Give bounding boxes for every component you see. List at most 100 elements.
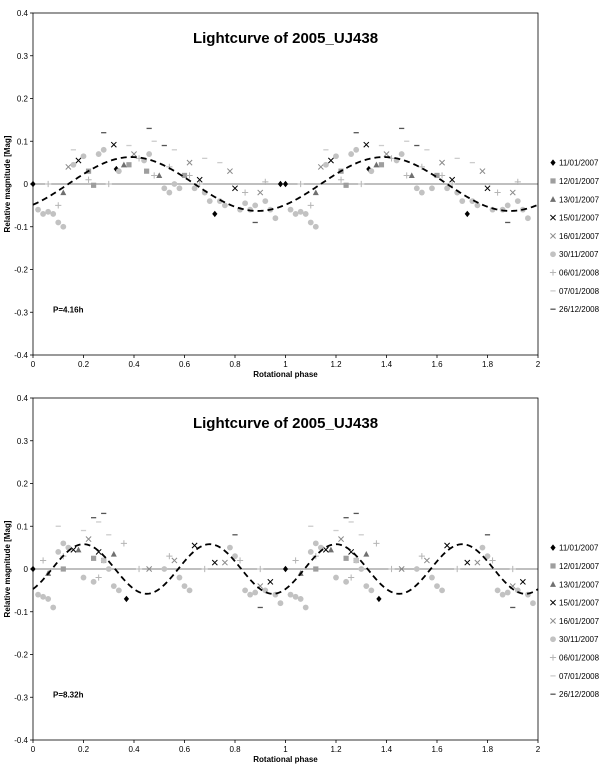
- data-point: [201, 565, 208, 573]
- legend-marker: [550, 214, 556, 221]
- x-tick-label: 1.4: [381, 360, 393, 369]
- data-point: [439, 587, 445, 594]
- data-point: [247, 591, 254, 598]
- data-point: [499, 591, 506, 598]
- data-point: [333, 574, 339, 581]
- data-point: [146, 151, 153, 157]
- data-point: [45, 180, 52, 188]
- data-point: [115, 587, 122, 594]
- period-annotation: P=4.16h: [53, 305, 84, 314]
- y-tick-label: 0.1: [17, 137, 29, 146]
- y-axis-label: Relative magnitude [Mag]: [3, 520, 12, 617]
- x-tick-label: 0.6: [179, 745, 191, 754]
- x-tick-label: 0.6: [179, 360, 191, 369]
- data-point: [429, 185, 435, 192]
- data-point: [236, 557, 244, 564]
- data-point: [221, 559, 228, 566]
- series-30-11-2007: [35, 146, 531, 230]
- series-16-01-2007: [65, 151, 516, 196]
- legend-label: 13/01/2007: [559, 195, 600, 204]
- data-point: [45, 596, 52, 602]
- legend-entry: 30/11/2007: [550, 635, 599, 644]
- legend-label: 06/01/2008: [559, 654, 600, 663]
- series-07-01-2008: [70, 140, 475, 164]
- data-point: [186, 587, 193, 594]
- data-point: [504, 589, 511, 596]
- data-point: [206, 198, 213, 205]
- data-point: [413, 185, 420, 192]
- data-point: [363, 550, 370, 557]
- data-point: [287, 591, 294, 598]
- legend-entry: 15/01/2007: [550, 599, 600, 608]
- data-point: [464, 210, 470, 218]
- data-point: [282, 565, 289, 573]
- x-tick-label: 0.8: [229, 745, 241, 754]
- x-tick-label: 1.6: [431, 745, 443, 754]
- data-point: [181, 583, 188, 589]
- data-point: [444, 542, 451, 549]
- data-point: [292, 593, 299, 600]
- legend-marker: [549, 654, 557, 661]
- data-point: [40, 557, 47, 564]
- data-point: [232, 185, 238, 192]
- data-point: [398, 151, 405, 157]
- data-point: [418, 163, 425, 170]
- legend-entry: 11/01/2007: [550, 159, 599, 168]
- data-point: [91, 182, 97, 188]
- data-point: [454, 565, 461, 573]
- data-point: [100, 146, 107, 153]
- data-point: [348, 151, 355, 157]
- x-tick-label: 0.8: [229, 360, 241, 369]
- y-tick-label: -0.3: [14, 693, 28, 702]
- data-point: [252, 589, 259, 596]
- y-tick-label: -0.4: [14, 351, 28, 360]
- data-point: [494, 189, 501, 196]
- data-point: [242, 189, 249, 196]
- y-tick-label: -0.3: [14, 308, 28, 317]
- legend-entry: 06/01/2008: [549, 269, 600, 278]
- data-point: [474, 202, 481, 209]
- data-point: [464, 559, 471, 566]
- data-point: [439, 159, 446, 166]
- y-tick-label: 0.2: [17, 95, 29, 104]
- data-point: [30, 565, 36, 573]
- data-point: [50, 211, 57, 217]
- series-15-01-2007: [75, 141, 491, 192]
- data-point: [302, 211, 309, 217]
- data-point: [423, 557, 430, 564]
- data-point: [60, 566, 66, 572]
- series-06-01-2008: [40, 540, 516, 581]
- data-point: [307, 219, 314, 226]
- data-point: [509, 189, 516, 196]
- data-point: [176, 574, 183, 581]
- x-tick-label: 1.4: [381, 745, 393, 754]
- data-point: [343, 555, 349, 561]
- legend-entry: 13/01/2007: [550, 580, 600, 589]
- y-tick-label: 0.3: [17, 437, 29, 446]
- legend-label: 12/01/2007: [559, 177, 600, 186]
- legend-entry: 16/01/2007: [550, 232, 600, 241]
- legend-entry: 07/01/2008: [550, 287, 600, 296]
- data-point: [418, 553, 425, 560]
- legend-marker: [550, 544, 556, 551]
- data-point: [519, 578, 526, 585]
- data-point: [166, 189, 173, 196]
- data-point: [378, 162, 385, 168]
- legend-entry: 12/01/2007: [550, 562, 600, 571]
- data-point: [65, 163, 72, 170]
- data-point: [373, 161, 380, 168]
- data-point: [272, 215, 279, 222]
- data-point: [144, 168, 150, 174]
- data-point: [484, 553, 491, 560]
- data-point: [514, 198, 521, 205]
- legend-marker: [550, 599, 556, 606]
- data-point: [383, 151, 390, 158]
- data-point: [126, 162, 132, 168]
- y-tick-label: 0.4: [17, 394, 29, 403]
- x-tick-label: 0.2: [78, 745, 90, 754]
- data-point: [292, 211, 299, 217]
- y-tick-label: -0.1: [14, 223, 28, 232]
- data-point: [494, 587, 501, 594]
- data-point: [161, 185, 168, 192]
- series-07-01-2008: [55, 521, 364, 536]
